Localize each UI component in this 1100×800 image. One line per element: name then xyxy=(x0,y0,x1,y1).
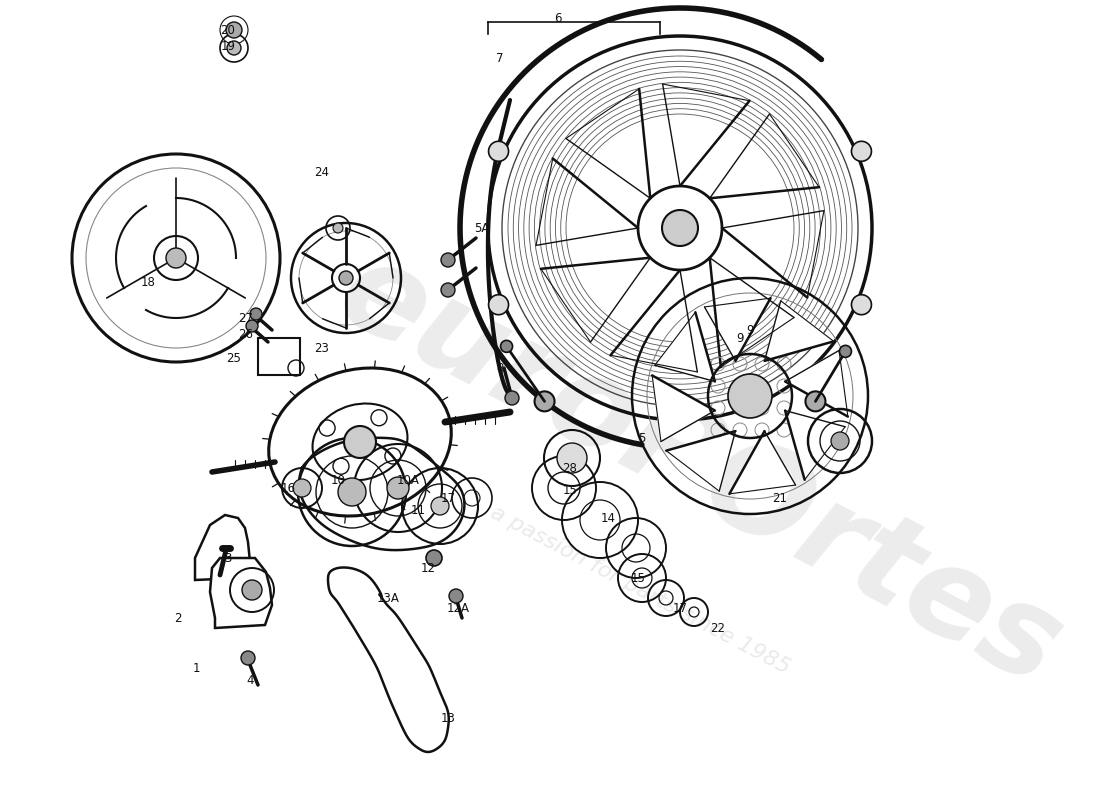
Circle shape xyxy=(226,22,242,38)
Circle shape xyxy=(338,478,366,506)
Text: 20: 20 xyxy=(221,23,235,37)
Circle shape xyxy=(830,432,849,450)
Circle shape xyxy=(851,294,871,314)
Circle shape xyxy=(242,580,262,600)
Text: 5A: 5A xyxy=(474,222,490,234)
Text: 9: 9 xyxy=(746,323,754,337)
Circle shape xyxy=(488,294,508,314)
Polygon shape xyxy=(667,431,736,491)
Text: 27: 27 xyxy=(239,311,253,325)
Circle shape xyxy=(387,477,409,499)
Circle shape xyxy=(246,320,258,332)
Polygon shape xyxy=(652,375,715,442)
Circle shape xyxy=(805,391,825,411)
Polygon shape xyxy=(210,558,272,628)
Text: 15: 15 xyxy=(630,571,646,585)
Text: 13A: 13A xyxy=(376,591,399,605)
Text: 11: 11 xyxy=(410,503,426,517)
Text: 2: 2 xyxy=(174,611,182,625)
Text: 5: 5 xyxy=(638,431,646,445)
Circle shape xyxy=(441,253,455,267)
Text: 7: 7 xyxy=(496,51,504,65)
Text: 6: 6 xyxy=(554,11,562,25)
Text: 10A: 10A xyxy=(397,474,419,486)
Circle shape xyxy=(851,142,871,162)
Text: 16: 16 xyxy=(280,482,296,494)
Text: 18: 18 xyxy=(141,277,155,290)
Circle shape xyxy=(339,271,353,285)
Text: 4: 4 xyxy=(246,674,254,686)
Polygon shape xyxy=(258,338,300,375)
Text: 28: 28 xyxy=(562,462,578,474)
Polygon shape xyxy=(704,298,771,361)
Text: 12: 12 xyxy=(420,562,436,574)
Circle shape xyxy=(333,223,343,233)
Text: 13: 13 xyxy=(441,711,455,725)
Text: 26: 26 xyxy=(239,329,253,342)
Text: 1: 1 xyxy=(192,662,200,674)
Polygon shape xyxy=(785,410,845,480)
Text: 25: 25 xyxy=(227,351,241,365)
Text: 9: 9 xyxy=(736,331,744,345)
Circle shape xyxy=(166,248,186,268)
Circle shape xyxy=(500,340,513,352)
Circle shape xyxy=(250,308,262,320)
Text: 15: 15 xyxy=(562,483,578,497)
Text: 24: 24 xyxy=(315,166,330,178)
Circle shape xyxy=(535,391,554,411)
Polygon shape xyxy=(195,515,250,580)
Text: 14: 14 xyxy=(601,511,616,525)
Text: 3: 3 xyxy=(224,551,232,565)
Circle shape xyxy=(431,497,449,515)
Circle shape xyxy=(662,210,698,246)
Text: 17: 17 xyxy=(440,491,455,505)
Text: 21: 21 xyxy=(772,491,788,505)
Polygon shape xyxy=(785,350,848,417)
Circle shape xyxy=(728,374,772,418)
Text: 12A: 12A xyxy=(447,602,470,614)
Polygon shape xyxy=(654,312,715,382)
Circle shape xyxy=(557,443,587,473)
Text: a passion for parts since 1985: a passion for parts since 1985 xyxy=(487,502,793,678)
Circle shape xyxy=(344,426,376,458)
Circle shape xyxy=(488,142,508,162)
Circle shape xyxy=(426,550,442,566)
Circle shape xyxy=(449,589,463,603)
Text: euroPOrtes: euroPOrtes xyxy=(319,229,1081,711)
Polygon shape xyxy=(729,431,795,494)
Circle shape xyxy=(441,283,455,297)
Text: 17: 17 xyxy=(672,602,688,614)
Circle shape xyxy=(839,346,851,358)
Text: 19: 19 xyxy=(220,41,235,54)
Polygon shape xyxy=(764,301,834,361)
Text: 8: 8 xyxy=(496,362,504,374)
Text: 10: 10 xyxy=(331,474,345,486)
Circle shape xyxy=(293,479,311,497)
Circle shape xyxy=(241,651,255,665)
Circle shape xyxy=(227,41,241,55)
Text: 22: 22 xyxy=(711,622,726,634)
Text: 23: 23 xyxy=(315,342,329,354)
Circle shape xyxy=(505,391,519,405)
